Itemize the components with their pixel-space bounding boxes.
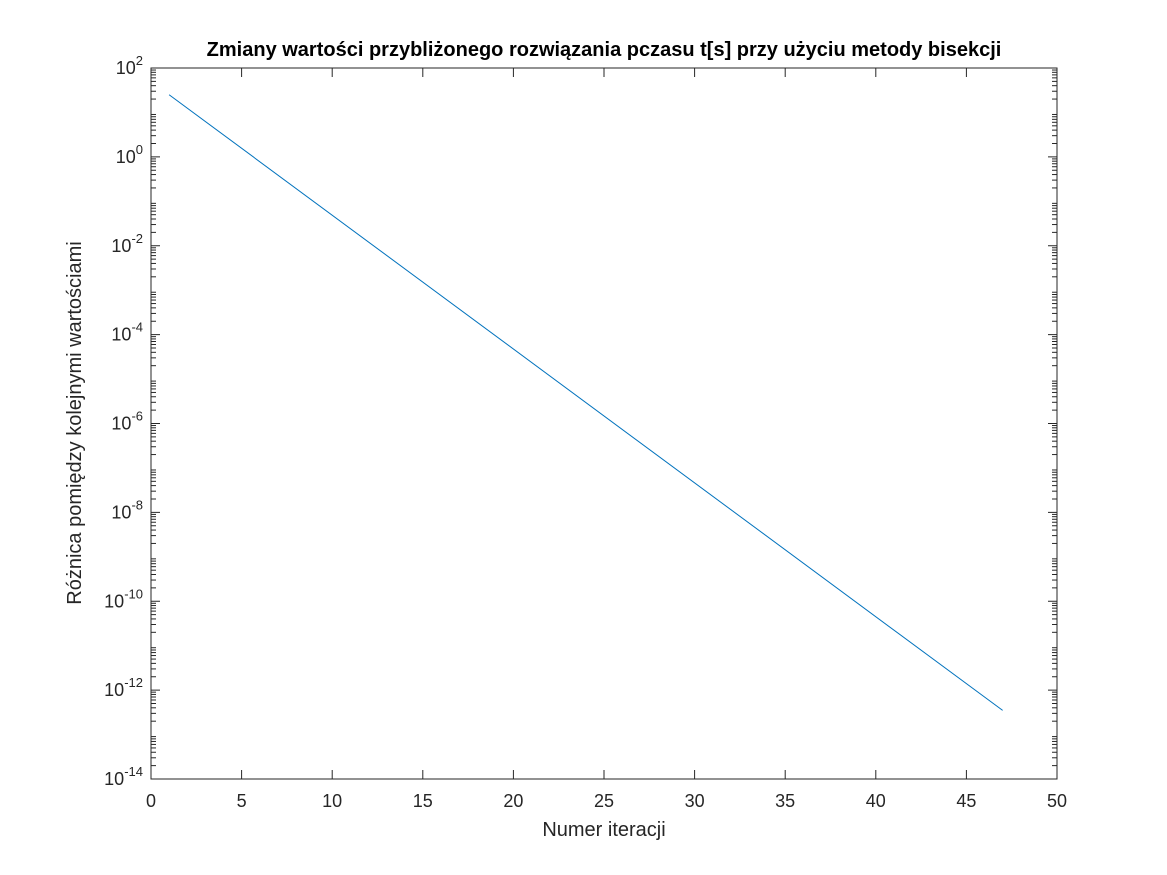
- y-tick-base: 10: [116, 147, 136, 167]
- x-tick-labels: 0 5 10 15 20 25 30 35 40 45 50: [146, 791, 1067, 811]
- y-tick-label: 10-4: [111, 320, 143, 345]
- y-tick-exponent: -4: [131, 320, 143, 335]
- y-tick-base: 10: [111, 236, 131, 256]
- y-tick-label: 10-10: [104, 586, 143, 611]
- y-tick-label: 10-8: [111, 497, 143, 522]
- x-tick-label: 30: [685, 791, 705, 811]
- x-tick-label: 15: [413, 791, 433, 811]
- x-tick-label: 0: [146, 791, 156, 811]
- x-tick-label: 40: [866, 791, 886, 811]
- series-line: [168, 94, 1003, 711]
- axis-ticks: [150, 67, 1058, 780]
- y-tick-exponent: -10: [124, 586, 143, 601]
- y-tick-label: 10-14: [104, 764, 143, 789]
- chart-title: Zmiany wartości przybliżonego rozwiązani…: [207, 39, 1002, 61]
- y-tick-exponent: 2: [136, 53, 143, 68]
- x-tick-label: 5: [237, 791, 247, 811]
- y-tick-exponent: -6: [131, 409, 143, 424]
- x-tick-label: 45: [956, 791, 976, 811]
- series-layer: [168, 94, 1003, 711]
- y-tick-base: 10: [111, 325, 131, 345]
- y-tick-label: 102: [116, 53, 143, 78]
- y-tick-exponent: -2: [131, 231, 143, 246]
- y-tick-label: 10-6: [111, 409, 143, 434]
- y-tick-base: 10: [111, 414, 131, 434]
- y-tick-base: 10: [111, 502, 131, 522]
- y-tick-base: 10: [104, 680, 124, 700]
- y-tick-exponent: -12: [124, 675, 143, 690]
- y-tick-exponent: -14: [124, 764, 143, 779]
- y-tick-base: 10: [104, 591, 124, 611]
- plot-area: [150, 67, 1058, 780]
- y-tick-label: 100: [116, 142, 143, 167]
- x-tick-label: 10: [322, 791, 342, 811]
- y-tick-label: 10-12: [104, 675, 143, 700]
- x-axis-label: Numer iteracji: [542, 819, 665, 841]
- y-tick-base: 10: [104, 769, 124, 789]
- y-tick-label: 10-2: [111, 231, 143, 256]
- y-tick-exponent: 0: [136, 142, 143, 157]
- x-tick-label: 50: [1047, 791, 1067, 811]
- x-tick-label: 35: [775, 791, 795, 811]
- x-tick-label: 20: [503, 791, 523, 811]
- x-tick-label: 25: [594, 791, 614, 811]
- y-axis-label: Różnica pomiędzy kolejnymi wartościami: [64, 241, 86, 604]
- y-tick-base: 10: [116, 58, 136, 78]
- y-tick-exponent: -8: [131, 497, 143, 512]
